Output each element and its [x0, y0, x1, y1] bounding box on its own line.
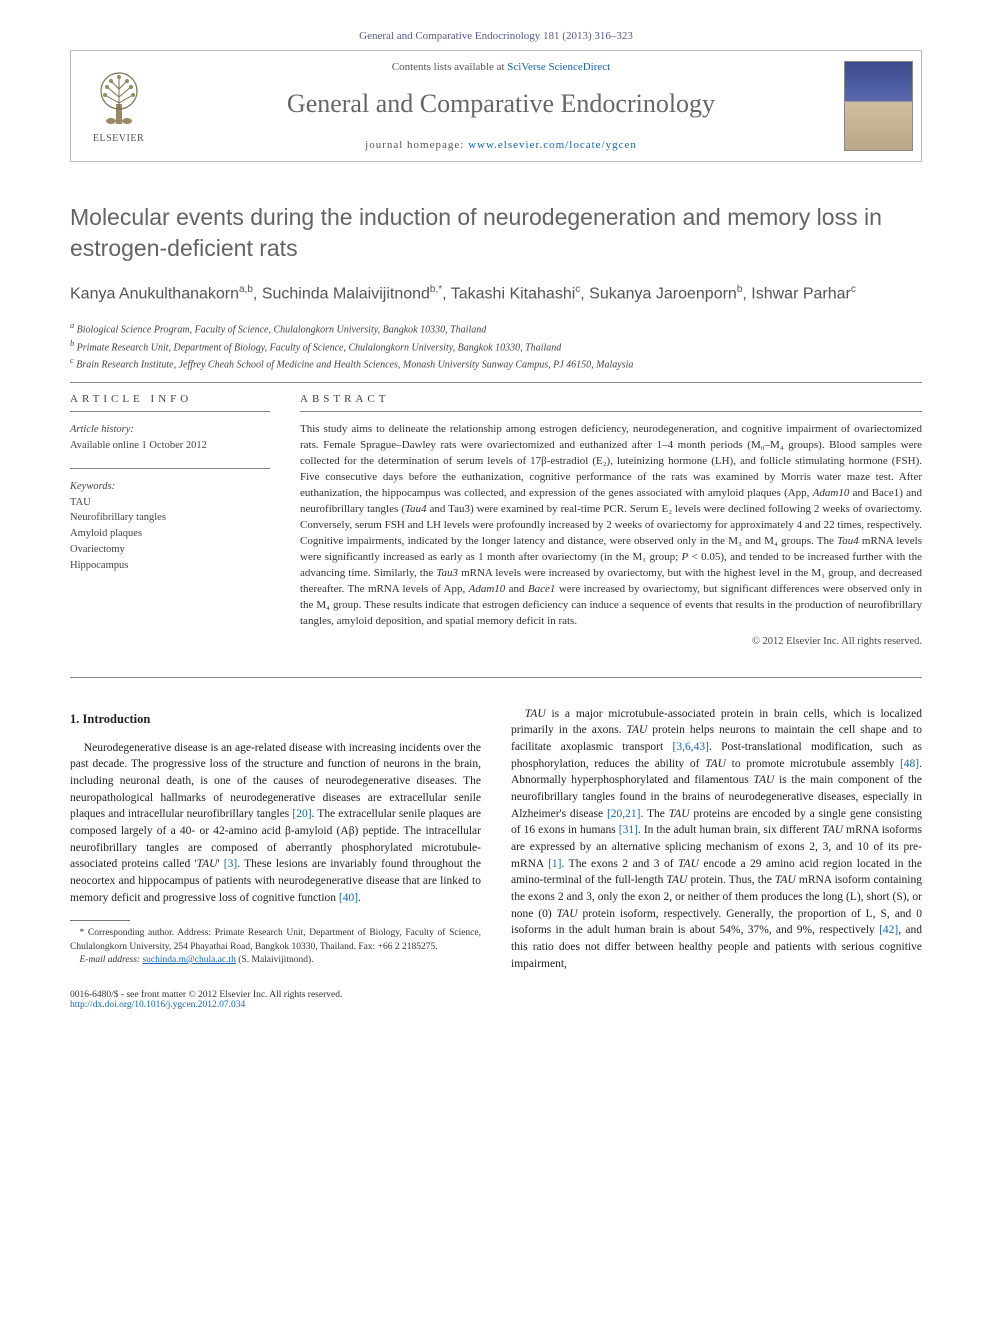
abstract-column: ABSTRACT This study aims to delineate th…	[300, 393, 922, 646]
article-info-label: ARTICLE INFO	[70, 393, 270, 405]
divider	[70, 677, 922, 678]
homepage-link[interactable]: www.elsevier.com/locate/ygcen	[468, 139, 637, 151]
email-author-name: (S. Malaivijitnond).	[238, 955, 313, 965]
journal-homepage-line: journal homepage: www.elsevier.com/locat…	[176, 139, 826, 151]
body-two-column: 1. Introduction Neurodegenerative diseas…	[70, 706, 922, 973]
footnote-separator	[70, 920, 130, 921]
keywords-list: TAUNeurofibrillary tanglesAmyloid plaque…	[70, 497, 166, 571]
contents-prefix: Contents lists available at	[392, 61, 507, 73]
keywords-label: Keywords:	[70, 481, 115, 492]
journal-cover-thumbnail	[836, 51, 921, 161]
page-footer: 0016-6480/$ - see front matter © 2012 El…	[70, 990, 922, 1010]
history-label: Article history:	[70, 424, 134, 435]
keywords-block: Keywords: TAUNeurofibrillary tanglesAmyl…	[70, 479, 270, 574]
email-label: E-mail address:	[80, 955, 141, 965]
abstract-label: ABSTRACT	[300, 393, 922, 405]
divider	[70, 382, 922, 383]
publisher-name: ELSEVIER	[93, 133, 144, 144]
front-matter-line: 0016-6480/$ - see front matter © 2012 El…	[70, 990, 342, 1000]
doi-prefix: http://dx.doi.org/	[70, 1000, 134, 1010]
intro-para-1: Neurodegenerative disease is an age-rela…	[70, 740, 481, 907]
homepage-prefix: journal homepage:	[365, 139, 468, 151]
article-history: Article history: Available online 1 Octo…	[70, 422, 270, 454]
article-info-column: ARTICLE INFO Article history: Available …	[70, 393, 270, 646]
footnotes: * Corresponding author. Address: Primate…	[70, 927, 481, 967]
corresponding-author-note: * Corresponding author. Address: Primate…	[70, 927, 481, 954]
publisher-logo-block: ELSEVIER	[71, 51, 166, 161]
footer-left: 0016-6480/$ - see front matter © 2012 El…	[70, 990, 342, 1010]
sciencedirect-link[interactable]: SciVerse ScienceDirect	[507, 61, 610, 73]
author-list: Kanya Anukulthanakorna,b, Suchinda Malai…	[70, 282, 922, 306]
doi-line: http://dx.doi.org/10.1016/j.ygcen.2012.0…	[70, 1000, 342, 1010]
contents-available-line: Contents lists available at SciVerse Sci…	[176, 61, 826, 73]
abstract-text: This study aims to delineate the relatio…	[300, 422, 922, 629]
intro-para-2: TAU is a major microtubule-associated pr…	[511, 706, 922, 973]
history-text: Available online 1 October 2012	[70, 440, 207, 451]
doi-link[interactable]: 10.1016/j.ygcen.2012.07.034	[134, 1000, 245, 1010]
header-center: Contents lists available at SciVerse Sci…	[166, 51, 836, 161]
intro-heading: 1. Introduction	[70, 710, 481, 728]
journal-title: General and Comparative Endocrinology	[176, 89, 826, 119]
abstract-copyright: © 2012 Elsevier Inc. All rights reserved…	[300, 636, 922, 647]
article-title: Molecular events during the induction of…	[70, 202, 922, 264]
corresponding-email-link[interactable]: suchinda.m@chula.ac.th	[142, 955, 235, 965]
journal-header-box: ELSEVIER Contents lists available at Sci…	[70, 50, 922, 162]
journal-reference: General and Comparative Endocrinology 18…	[70, 30, 922, 42]
email-line: E-mail address: suchinda.m@chula.ac.th (…	[70, 954, 481, 967]
elsevier-tree-icon	[89, 69, 149, 129]
cover-image	[844, 61, 913, 151]
affiliations: a Biological Science Program, Faculty of…	[70, 320, 922, 372]
